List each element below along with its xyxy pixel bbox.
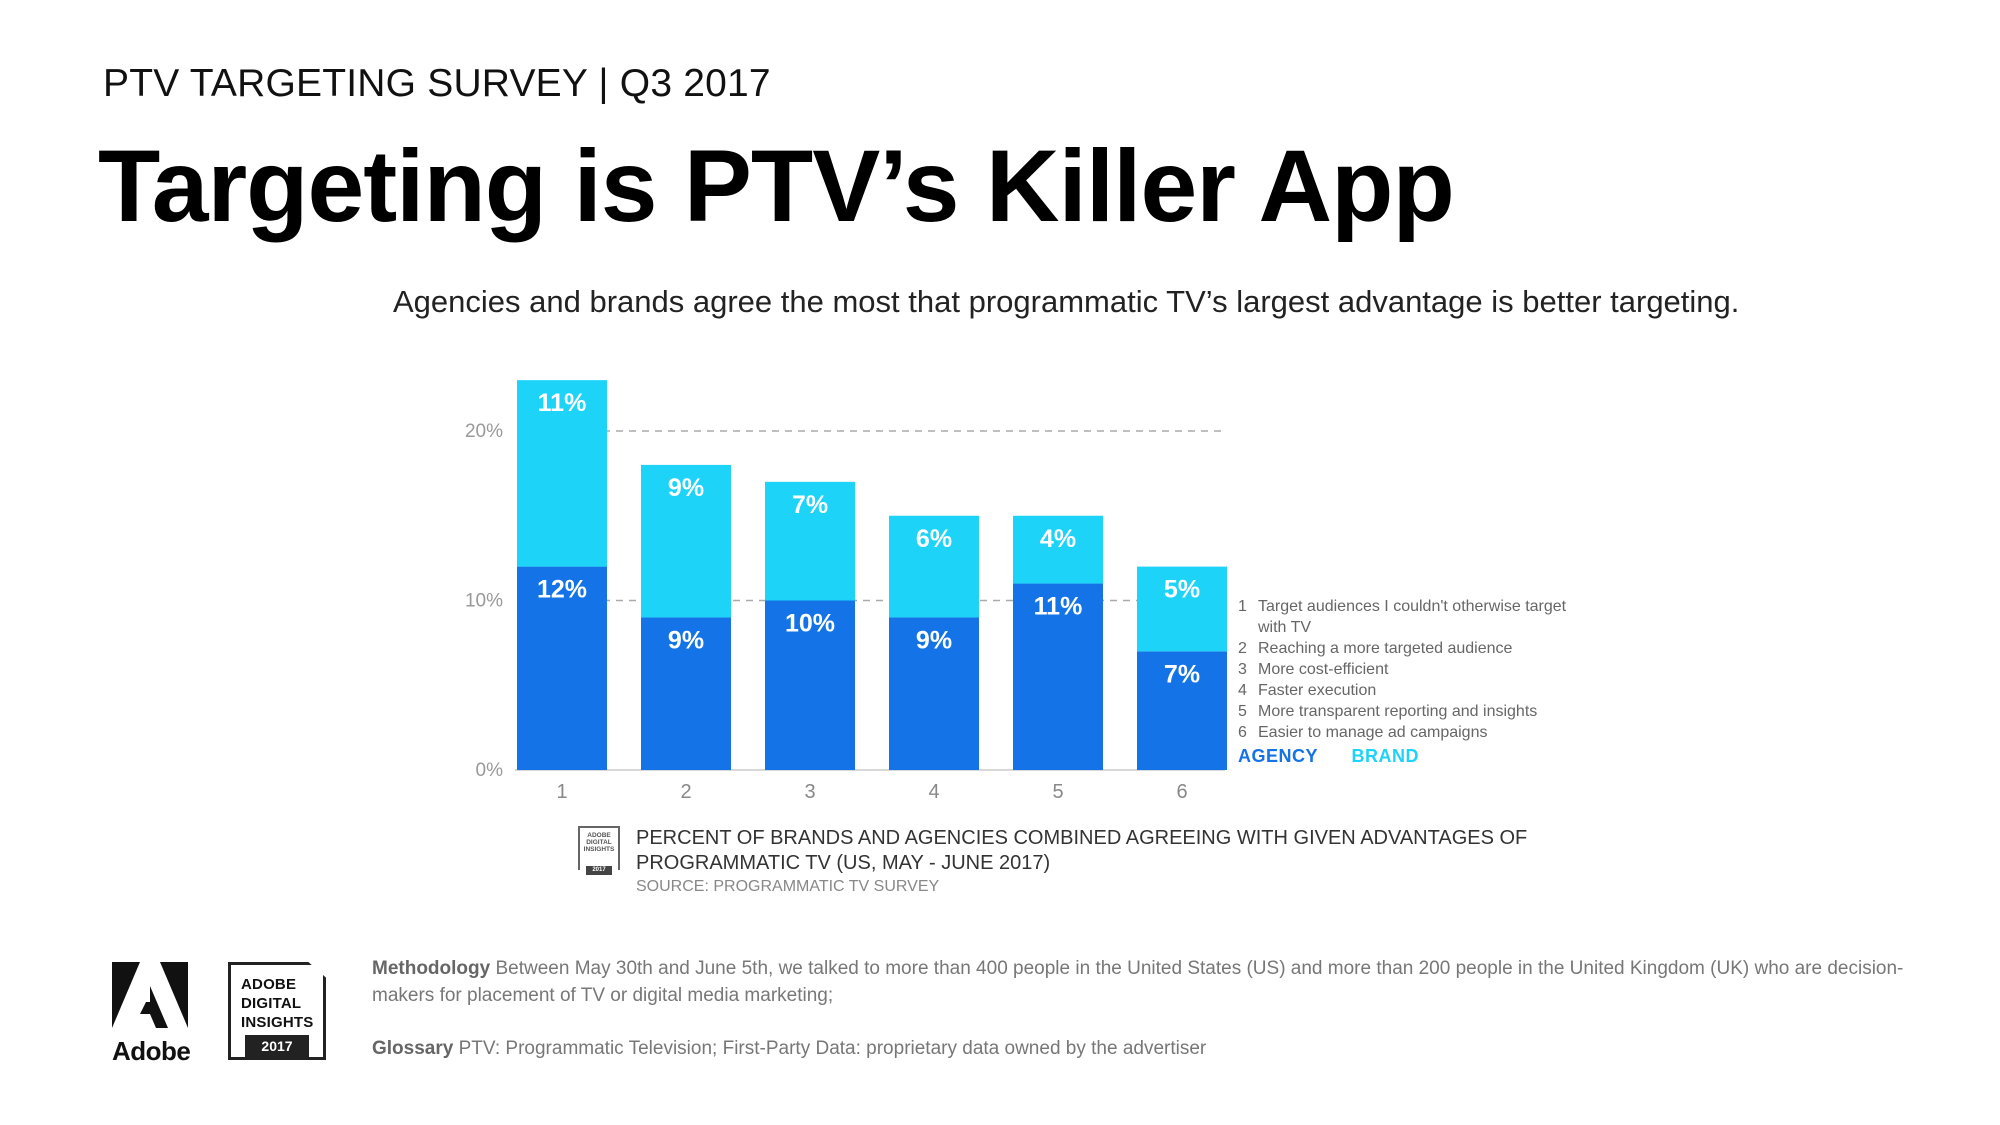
adobe-digital-insights-badge: ADOBE DIGITAL INSIGHTS 2017 <box>228 962 326 1060</box>
bar-agency <box>889 617 979 770</box>
category-legend-item: 5 More transparent reporting and insights <box>1238 703 1538 720</box>
x-tick-label: 4 <box>928 781 939 803</box>
page-subtitle: Agencies and brands agree the most that … <box>393 284 1740 319</box>
data-label-brand: 6% <box>916 525 952 553</box>
data-label-agency: 12% <box>537 576 587 604</box>
data-label-brand: 5% <box>1164 576 1200 604</box>
bar-agency <box>517 566 607 770</box>
data-label-agency: 9% <box>916 626 952 654</box>
adobe-wordmark: Adobe <box>112 1036 191 1066</box>
x-tick-label: 3 <box>804 781 815 803</box>
caption-source: SOURCE: PROGRAMMATIC TV SURVEY <box>636 878 940 895</box>
data-label-agency: 10% <box>785 610 835 638</box>
x-tick-label: 6 <box>1176 781 1187 803</box>
y-tick-label: 10% <box>465 591 503 612</box>
adobe-digital-insights-small-badge: ADOBE DIGITAL INSIGHTS 2017 <box>578 826 620 875</box>
category-legend: 1 Target audiences I couldn't otherwise t… <box>1238 596 1568 743</box>
caption-text: PERCENT OF BRANDS AND AGENCIES COMBINED … <box>636 827 1528 874</box>
survey-kicker: PTV TARGETING SURVEY | Q3 2017 <box>103 62 771 105</box>
adobe-logo-icon <box>112 962 188 1028</box>
x-tick-label: 5 <box>1052 781 1063 803</box>
data-label-brand: 4% <box>1040 525 1076 553</box>
bar-agency <box>1137 651 1227 770</box>
category-legend-item: 6 Easier to manage ad campaigns <box>1238 724 1488 741</box>
data-label-brand: 9% <box>668 474 704 502</box>
bar-agency <box>765 600 855 770</box>
data-label-agency: 7% <box>1164 660 1200 688</box>
series-legend: AGENCY BRAND <box>1238 746 1447 767</box>
bar-brand <box>889 515 979 618</box>
legend-brand: BRAND <box>1351 746 1420 766</box>
bar-brand <box>517 380 607 567</box>
y-tick-label: 0% <box>476 760 504 781</box>
page-title: Targeting is PTV’s Killer App <box>98 129 1455 243</box>
data-label-agency: 11% <box>1034 593 1083 621</box>
bar-brand <box>1013 515 1103 584</box>
y-tick-label: 20% <box>465 421 503 442</box>
data-label-agency: 9% <box>668 626 704 654</box>
category-legend-item: 2 Reaching a more targeted audience <box>1238 640 1513 657</box>
bar-brand <box>765 481 855 601</box>
legend-agency: AGENCY <box>1238 746 1319 766</box>
x-tick-label: 1 <box>556 781 567 803</box>
bar-brand <box>641 464 731 618</box>
category-legend-item: 3 More cost-efficient <box>1238 661 1389 678</box>
data-label-brand: 11% <box>538 389 587 417</box>
bar-brand <box>1137 566 1227 652</box>
category-legend-item: 4 Faster execution <box>1238 682 1377 699</box>
footer-notes: Methodology Between May 30th and June 5t… <box>372 955 1912 1062</box>
bar-agency <box>641 617 731 770</box>
data-label-brand: 7% <box>792 491 828 519</box>
category-legend-item: 1 Target audiences I couldn't otherwise t… <box>1238 598 1567 636</box>
x-tick-label: 2 <box>680 781 691 803</box>
glossary-note: Glossary PTV: Programmatic Television; F… <box>372 1038 1207 1059</box>
methodology-note: Methodology Between May 30th and June 5t… <box>372 958 1904 1006</box>
bar-agency <box>1013 583 1103 770</box>
